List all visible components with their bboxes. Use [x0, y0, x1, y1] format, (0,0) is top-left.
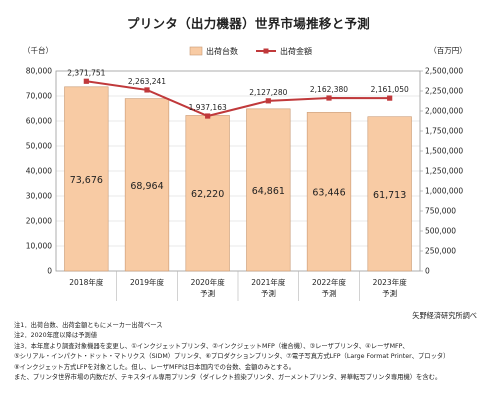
- footnote-line: また、プリンタ世界市場の内数だが、テキスタイル専用プリンタ（ダイレクト捺染プリン…: [14, 374, 442, 382]
- left-axis-tick-label: 0: [47, 267, 52, 276]
- right-axis-tick-label: 2,500,000: [425, 67, 463, 76]
- bar-value-label: 73,676: [70, 175, 103, 186]
- line-value-label: 2,162,380: [310, 85, 348, 94]
- bar: [185, 115, 230, 272]
- bar: [246, 108, 291, 272]
- category-sublabel: 予測: [200, 288, 215, 298]
- line-series: 2,371,751 2,263,241 1,937,163 2,127,280 2,16…: [67, 68, 409, 119]
- legend: 出荷台数 出荷金額: [189, 46, 312, 56]
- bar: [124, 98, 170, 272]
- right-axis-ticks: 0 250,000 500,000 750,000 1,000,000 1,250,000…: [420, 67, 463, 276]
- bar: [64, 86, 109, 272]
- category-sublabel: 予測: [261, 288, 276, 298]
- category-label: 2023年度: [373, 277, 408, 287]
- left-axis-tick-label: 70,000: [26, 92, 52, 101]
- bar-value-label: 61,713: [373, 190, 406, 201]
- footnote-line: 注2．2020年度以降は予測値: [14, 332, 98, 340]
- bar-value-label: 64,861: [252, 186, 285, 197]
- line-value-label: 2,127,280: [249, 88, 287, 97]
- source-note: 矢野経済研究所調べ: [412, 311, 477, 320]
- right-axis-tick-label: 2,250,000: [425, 87, 463, 96]
- right-axis-tick-label: 0: [425, 267, 430, 276]
- line-value-label: 2,161,050: [371, 85, 409, 94]
- category-label: 2018年度: [69, 277, 104, 287]
- line-point: [326, 95, 332, 101]
- footnote-line: ⑧インクジェット方式LFPを対象とした。但し、レーザMFPは日本国内での台数、金…: [14, 363, 295, 371]
- right-axis-tick-label: 2,000,000: [425, 107, 463, 116]
- x-axis-labels: 2018年度 2019年度 2020年度予測2021年度予測2022年度予測2023…: [69, 271, 407, 301]
- left-axis-tick-label: 50,000: [26, 142, 52, 151]
- right-axis-tick-label: 500,000: [425, 227, 456, 236]
- line-point: [265, 98, 271, 104]
- line-value-label: 2,263,241: [128, 77, 166, 86]
- category-label: 2019年度: [130, 277, 165, 287]
- bar: [367, 116, 412, 272]
- line-value-label: 1,937,163: [189, 103, 227, 112]
- line-path: [86, 80, 390, 118]
- right-axis-unit: （百万円）: [429, 46, 467, 55]
- left-axis-tick-label: 80,000: [26, 67, 52, 76]
- category-label: 2021年度: [251, 277, 286, 287]
- legend-bar-label: 出荷台数: [206, 46, 238, 56]
- category-label: 2022年度: [312, 277, 347, 287]
- bar-value-label: 63,446: [312, 188, 345, 199]
- bar-value-label: 62,220: [191, 189, 224, 200]
- left-axis-tick-label: 10,000: [26, 242, 52, 251]
- footnotes: 注1．出荷台数、出荷金額ともにメーカー出荷ベース 注2．2020年度以降は予測値注…: [14, 321, 490, 383]
- right-axis-tick-label: 250,000: [425, 247, 456, 256]
- line-point: [205, 113, 211, 119]
- page-title: プリンタ（出力機器）世界市場推移と予測: [126, 16, 371, 31]
- right-axis-tick-label: 1,750,000: [425, 127, 463, 136]
- right-axis-tick-label: 750,000: [425, 207, 456, 216]
- bar: [306, 112, 352, 272]
- left-axis-tick-label: 30,000: [26, 192, 52, 201]
- bar-series: 73,676 68,964 62,220 64,861 63,446 61,713: [64, 86, 412, 272]
- footnote-line: 注1．出荷台数、出荷金額ともにメーカー出荷ベース: [14, 322, 163, 329]
- gridlines: [56, 95, 420, 247]
- line-value-label: 2,371,751: [67, 68, 105, 77]
- left-axis-tick-label: 20,000: [26, 217, 52, 226]
- category-sublabel: 予測: [322, 288, 337, 298]
- line-point: [83, 78, 89, 84]
- right-axis-tick-label: 1,500,000: [425, 147, 463, 156]
- line-point: [387, 95, 393, 101]
- footnote-line: 注3．本年度より調査対象機器を変更し、①インクジェットプリンタ、②インクジェット…: [14, 342, 409, 350]
- legend-bar-swatch: [189, 46, 203, 56]
- chart: 73,676 68,964 62,220 64,861 63,446 61,713 2,3…: [23, 45, 467, 301]
- right-axis-tick-label: 1,000,000: [425, 187, 463, 196]
- left-axis-tick-label: 40,000: [26, 167, 52, 176]
- legend-line-label: 出荷金額: [280, 46, 312, 56]
- legend-line-marker: [263, 48, 269, 54]
- category-sublabel: 予測: [382, 288, 397, 298]
- left-axis-ticks: 0 10,000 20,000 30,000 40,000 50,000 60,000 70,…: [26, 67, 52, 276]
- footnote-line: ⑤シリアル・インパクト・ドット・マトリクス（SIDM）プリンタ、⑥プロダクション…: [14, 353, 450, 361]
- bar-value-label: 68,964: [130, 181, 163, 192]
- category-label: 2020年度: [191, 277, 226, 287]
- left-axis-unit: （千台）: [23, 45, 53, 55]
- right-axis-tick-label: 1,250,000: [425, 167, 463, 176]
- left-axis-tick-label: 60,000: [26, 117, 52, 126]
- line-point: [144, 87, 150, 93]
